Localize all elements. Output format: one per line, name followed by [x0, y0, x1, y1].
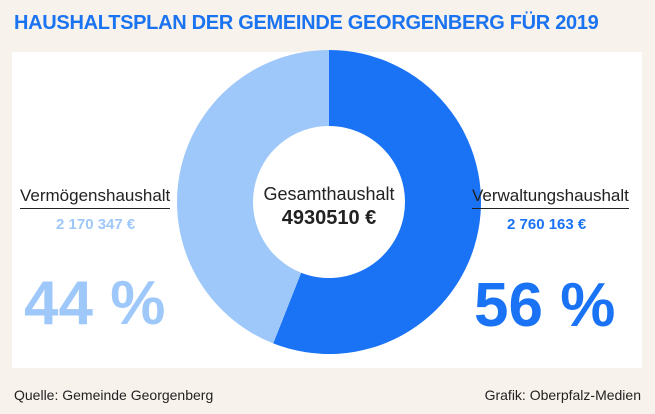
value-verwaltungshaushalt: 2 760 163 € — [507, 216, 587, 233]
percent-verwaltungshaushalt: 56 % — [474, 271, 616, 340]
donut-slice-verwaltungshaushalt — [273, 50, 482, 355]
label-verwaltungshaushalt: Verwaltungshaushalt — [472, 186, 629, 209]
center-label-block: Gesamthaushalt 4930510 € — [249, 184, 409, 230]
percent-vermoegenshaushalt: 44 % — [24, 269, 166, 338]
chart-title: HAUSHALTSPLAN DER GEMEINDE GEORGENBERG F… — [14, 12, 599, 34]
donut-slice-vermögenshaushalt — [177, 50, 329, 344]
label-vermoegenshaushalt: Vermögenshaushalt — [20, 186, 171, 209]
center-label: Gesamthaushalt — [263, 184, 395, 204]
source-note: Quelle: Gemeinde Georgenberg — [14, 387, 214, 403]
center-value: 4930510 € — [281, 207, 377, 229]
value-vermoegenshaushalt: 2 170 347 € — [56, 216, 136, 233]
credit-note: Grafik: Oberpfalz-Medien — [484, 387, 641, 403]
